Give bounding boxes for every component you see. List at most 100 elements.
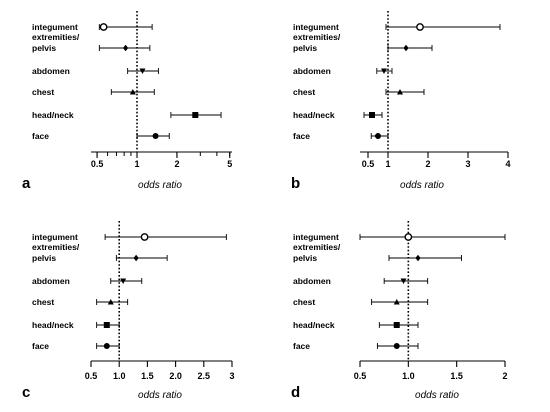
x-tick-label-4: 4 xyxy=(505,159,510,169)
x-axis-title: odds ratio xyxy=(138,180,182,191)
category-label-line: integument xyxy=(32,22,78,32)
point-estimate-abdomen xyxy=(120,278,127,284)
category-label-line: abdomen xyxy=(293,276,331,286)
x-axis-title: odds ratio xyxy=(400,180,444,191)
x-tick-label-1: 1 xyxy=(385,159,390,169)
category-label-line: integument xyxy=(32,232,78,242)
point-estimate-head-neck xyxy=(393,322,400,328)
category-label-face: face xyxy=(293,131,310,141)
category-label-line: abdomen xyxy=(32,276,70,286)
category-label-abdomen: abdomen xyxy=(293,66,331,76)
panel-label: d xyxy=(291,384,300,401)
x-tick-label-1.0: 1.0 xyxy=(113,371,126,381)
panel-label: b xyxy=(291,175,300,192)
category-label-line: head/neck xyxy=(293,110,335,120)
x-tick-label-0.5: 0.5 xyxy=(354,371,367,381)
category-label-integument: integument xyxy=(32,22,78,32)
x-tick-label-0.5: 0.5 xyxy=(91,159,104,169)
category-label-line: chest xyxy=(32,297,54,307)
point-estimate-extremities-pelvis xyxy=(133,254,139,262)
x-tick-label-2.5: 2.5 xyxy=(198,371,211,381)
category-label-line: abdomen xyxy=(32,66,70,76)
x-tick-label-3: 3 xyxy=(465,159,470,169)
x-axis-title: odds ratio xyxy=(138,390,182,401)
category-label-line: integument xyxy=(293,22,339,32)
point-estimate-integument xyxy=(404,233,413,241)
x-tick-label-5: 5 xyxy=(227,159,232,169)
x-axis-title: odds ratio xyxy=(415,390,459,401)
category-label-line: pelvis xyxy=(32,43,56,53)
category-label-line: head/neck xyxy=(32,110,74,120)
category-label-line: pelvis xyxy=(293,43,317,53)
point-estimate-chest xyxy=(397,89,403,95)
category-label-line: pelvis xyxy=(293,253,317,263)
category-label-line: chest xyxy=(293,297,315,307)
x-tick-label-0.5: 0.5 xyxy=(85,371,98,381)
point-estimate-head-neck xyxy=(103,322,110,328)
category-label-line: extremities/ xyxy=(32,242,80,252)
x-tick-label-1.5: 1.5 xyxy=(141,371,154,381)
x-tick-label-2.0: 2.0 xyxy=(169,371,182,381)
x-tick-label-0.5: 0.5 xyxy=(362,159,375,169)
category-label-line: chest xyxy=(32,87,54,97)
category-label-chest: chest xyxy=(32,87,54,97)
point-estimate-integument xyxy=(416,23,424,31)
x-tick-label-2: 2 xyxy=(174,159,179,169)
category-label-line: extremities/ xyxy=(32,32,80,42)
x-tick-label-1.5: 1.5 xyxy=(450,371,463,381)
category-label-line: face xyxy=(293,341,310,351)
point-estimate-extremities-pelvis xyxy=(415,254,421,262)
point-estimate-abdomen xyxy=(139,68,146,74)
category-label-line: extremities/ xyxy=(293,32,341,42)
category-label-head-neck: head/neck xyxy=(32,320,74,330)
point-estimate-head-neck xyxy=(192,112,199,118)
point-estimate-integument xyxy=(99,23,108,31)
category-label-abdomen: abdomen xyxy=(32,276,70,286)
category-label-line: integument xyxy=(293,232,339,242)
x-tick-label-3: 3 xyxy=(229,371,234,381)
category-label-chest: chest xyxy=(32,297,54,307)
point-estimate-face xyxy=(103,343,110,349)
point-estimate-face xyxy=(375,133,381,139)
category-label-extremities-pelvis: extremities/pelvis xyxy=(32,32,80,53)
category-label-line: head/neck xyxy=(32,320,74,330)
category-label-chest: chest xyxy=(293,87,315,97)
category-label-head-neck: head/neck xyxy=(293,320,335,330)
x-tick-label-2: 2 xyxy=(425,159,430,169)
point-estimate-chest xyxy=(107,299,114,305)
category-label-abdomen: abdomen xyxy=(293,276,331,286)
panel-label: a xyxy=(22,175,31,192)
category-label-line: head/neck xyxy=(293,320,335,330)
category-label-face: face xyxy=(293,341,310,351)
category-label-extremities-pelvis: extremities/pelvis xyxy=(32,242,80,263)
category-label-integument: integument xyxy=(293,22,339,32)
point-estimate-face xyxy=(152,133,159,139)
category-label-extremities-pelvis: extremities/pelvis xyxy=(293,32,341,53)
category-label-line: face xyxy=(293,131,310,141)
category-label-line: face xyxy=(32,131,49,141)
category-label-integument: integument xyxy=(32,232,78,242)
category-label-line: pelvis xyxy=(32,253,56,263)
point-estimate-extremities-pelvis xyxy=(403,44,409,52)
category-label-chest: chest xyxy=(293,297,315,307)
point-estimate-face xyxy=(393,343,400,349)
category-label-line: face xyxy=(32,341,49,351)
point-estimate-abdomen xyxy=(400,278,407,284)
category-label-extremities-pelvis: extremities/pelvis xyxy=(293,242,341,263)
x-tick-label-1.0: 1.0 xyxy=(402,371,415,381)
panel-label: c xyxy=(22,384,30,401)
point-estimate-chest xyxy=(129,89,136,95)
category-label-abdomen: abdomen xyxy=(32,66,70,76)
category-label-integument: integument xyxy=(293,232,339,242)
category-label-line: abdomen xyxy=(293,66,331,76)
x-tick-label-1: 1 xyxy=(135,159,140,169)
category-label-line: extremities/ xyxy=(293,242,341,252)
category-label-face: face xyxy=(32,341,49,351)
point-estimate-extremities-pelvis xyxy=(122,44,129,52)
point-estimate-abdomen xyxy=(381,68,387,74)
